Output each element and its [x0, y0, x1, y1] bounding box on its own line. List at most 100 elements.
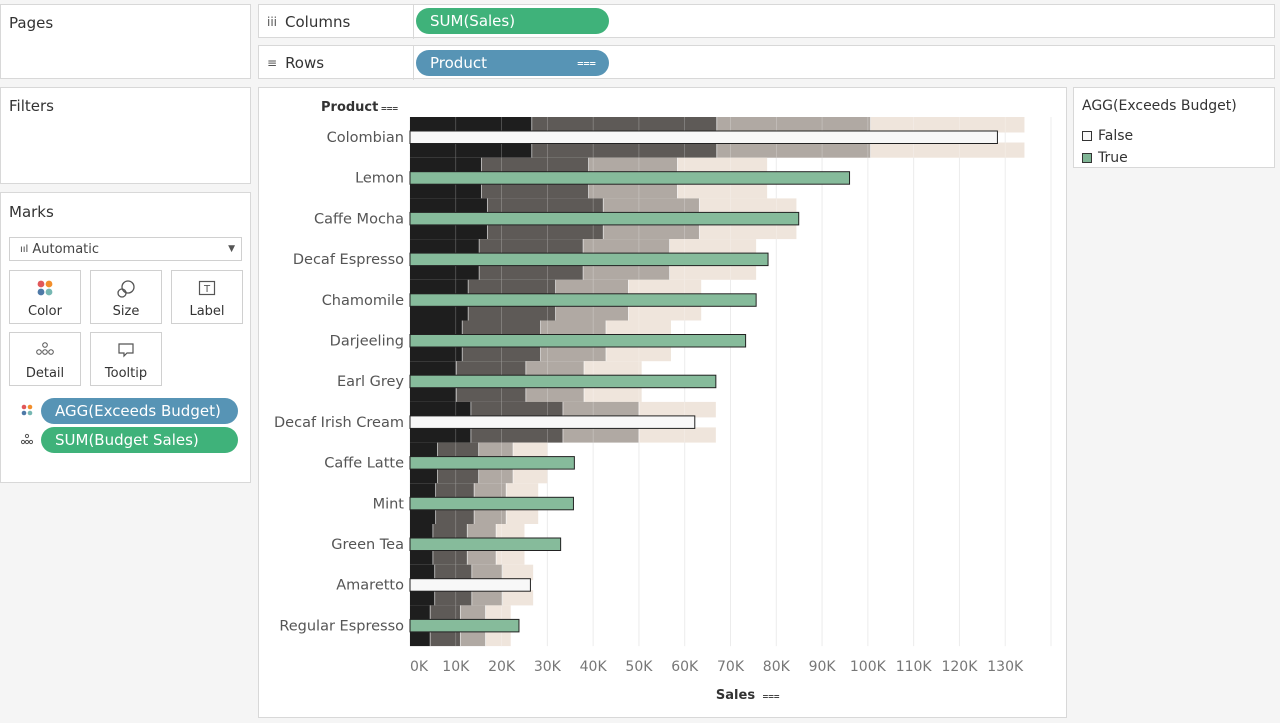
budget-band — [410, 549, 433, 565]
x-tick-label: 120K — [941, 659, 978, 675]
budget-band — [677, 157, 768, 174]
budget-band — [410, 524, 433, 540]
budget-band — [467, 549, 497, 565]
budget-band — [562, 427, 639, 443]
x-tick-label: 100K — [850, 659, 887, 675]
budget-band — [410, 630, 431, 647]
x-tick-label: 30K — [534, 659, 562, 675]
sales-bar — [409, 618, 520, 633]
rows-pill-text: Product — [430, 54, 487, 72]
chart-view[interactable]: Product ⩶ Colombian Lemon Caffe Mocha Decaf E… — [258, 87, 1067, 718]
marks-title: Marks — [9, 203, 54, 221]
chevron-down-icon: ▼ — [228, 244, 235, 254]
columns-shelf[interactable]: iii Columns SUM(Sales) — [258, 4, 1275, 39]
budget-band — [502, 590, 534, 606]
x-tick-label: 40K — [580, 659, 608, 675]
svg-text:T: T — [203, 284, 211, 295]
category-label: Amaretto — [336, 578, 404, 594]
budget-band — [525, 386, 584, 402]
category-label: Earl Grey — [337, 374, 404, 390]
budget-band — [481, 157, 589, 174]
budget-band — [502, 564, 534, 581]
columns-pill-sum-sales[interactable]: SUM(Sales) — [416, 8, 609, 34]
label-button[interactable]: T Label — [171, 270, 243, 324]
budget-band — [410, 386, 457, 402]
x-tick-label: 20K — [488, 659, 516, 675]
rows-icon: ≡ — [267, 56, 278, 70]
budget-band — [410, 483, 436, 499]
category-label: Chamomile — [322, 293, 404, 309]
budget-band — [506, 483, 539, 499]
category-label: Caffe Mocha — [314, 211, 404, 227]
pages-title: Pages — [9, 14, 54, 32]
color-dots-icon — [21, 404, 33, 419]
budget-band — [410, 590, 435, 606]
tooltip-button[interactable]: Tooltip — [90, 332, 162, 386]
budget-band — [583, 386, 642, 402]
sales-bar — [409, 456, 575, 470]
budget-band — [430, 630, 461, 647]
budget-band — [638, 427, 716, 443]
budget-band — [628, 305, 702, 321]
filters-card[interactable]: Filters — [0, 87, 251, 184]
budget-band — [496, 524, 525, 540]
budget-band — [410, 264, 480, 280]
budget-band — [410, 239, 480, 255]
budget-band — [432, 524, 468, 540]
budget-band — [410, 508, 436, 524]
tooltip-label: Tooltip — [104, 366, 148, 381]
marks-pill-exceeds-budget-text: AGG(Exceeds Budget) — [55, 402, 221, 420]
budget-band — [410, 320, 463, 336]
budget-band — [540, 346, 606, 362]
size-button[interactable]: Size — [90, 270, 162, 324]
rows-shelf[interactable]: ≡ Rows Product ⩶ — [258, 45, 1275, 80]
marks-pill-budget-sales[interactable]: SUM(Budget Sales) — [41, 427, 238, 453]
budget-band — [456, 386, 526, 402]
x-tick-label: 110K — [896, 659, 933, 675]
detail-button[interactable]: Detail — [9, 332, 81, 386]
category-label: Decaf Irish Cream — [274, 415, 404, 431]
color-button[interactable]: Color — [9, 270, 81, 324]
budget-band — [462, 320, 541, 336]
x-axis-sort-icon: ⩶ — [763, 691, 780, 702]
budget-band — [410, 183, 482, 199]
budget-band — [435, 483, 475, 499]
budget-band — [605, 320, 671, 336]
budget-band — [605, 346, 671, 362]
mark-type-dropdown[interactable]: ııl Automatic ▼ — [9, 237, 242, 261]
rows-label: ≡ Rows — [259, 46, 414, 80]
columns-pill-text: SUM(Sales) — [430, 12, 516, 30]
budget-band — [410, 401, 471, 418]
legend-item-false[interactable]: False — [1082, 128, 1133, 144]
budget-band — [410, 427, 471, 443]
budget-band — [487, 223, 604, 240]
x-tick-label: 90K — [809, 659, 837, 675]
budget-band — [478, 468, 514, 484]
budget-band — [485, 630, 511, 647]
size-icon — [91, 279, 161, 303]
budget-band — [430, 605, 461, 621]
budget-band — [471, 564, 503, 581]
sales-bar — [409, 496, 574, 511]
budget-band — [410, 223, 488, 240]
size-label: Size — [112, 304, 140, 319]
budget-band — [716, 117, 871, 133]
budget-band — [870, 117, 1025, 133]
row-header-sort-icon: ⩶ — [381, 103, 398, 114]
pages-card[interactable]: Pages — [0, 4, 251, 79]
rows-pill-product[interactable]: Product ⩶ — [416, 50, 609, 76]
x-tick-label: 50K — [625, 659, 653, 675]
budget-band — [410, 361, 457, 377]
budget-band — [410, 564, 435, 581]
budget-band — [437, 442, 479, 459]
budget-band — [562, 401, 639, 418]
sales-bar — [409, 374, 717, 389]
sales-bar — [409, 252, 769, 267]
budget-band — [669, 264, 757, 280]
legend-title: AGG(Exceeds Budget) — [1082, 98, 1237, 114]
marks-pill-exceeds-budget[interactable]: AGG(Exceeds Budget) — [41, 398, 238, 424]
legend-item-true[interactable]: True — [1082, 150, 1128, 166]
budget-band — [506, 508, 539, 524]
budget-band — [467, 524, 497, 540]
